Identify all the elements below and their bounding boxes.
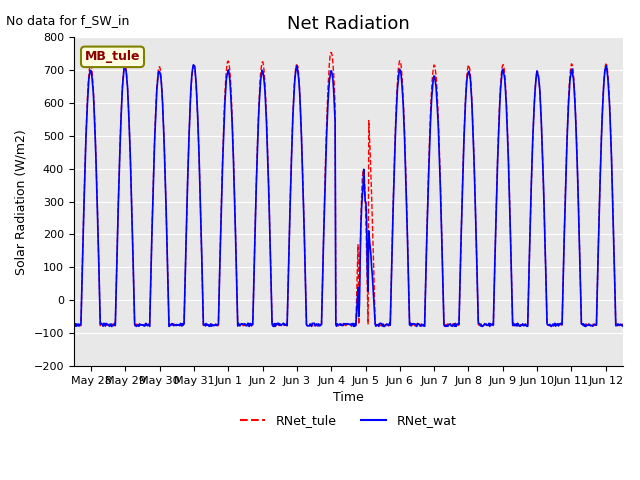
RNet_tule: [236, 322, 243, 328]
RNet_tule: [327, 49, 335, 55]
RNet_tule: [619, 321, 627, 327]
RNet_wat: [70, 323, 77, 328]
Legend: RNet_tule, RNet_wat: RNet_tule, RNet_wat: [236, 409, 461, 432]
RNet_tule: [262, 111, 270, 117]
RNet_wat: [264, 159, 271, 165]
RNet_wat: [189, 62, 197, 68]
X-axis label: Time: Time: [333, 391, 364, 404]
RNet_tule: [406, 321, 413, 327]
RNet_wat: [135, 324, 143, 329]
RNet_wat: [237, 322, 244, 328]
RNet_wat: [285, 263, 292, 269]
RNet_tule: [406, 323, 414, 329]
RNet_wat: [619, 323, 627, 329]
Line: RNet_tule: RNet_tule: [74, 52, 623, 326]
Y-axis label: Solar Radiation (W/m2): Solar Radiation (W/m2): [15, 129, 28, 275]
Line: RNet_wat: RNet_wat: [74, 65, 623, 326]
Text: MB_tule: MB_tule: [84, 50, 140, 63]
RNet_tule: [70, 322, 77, 328]
RNet_wat: [406, 321, 414, 326]
RNet_tule: [437, 205, 445, 211]
RNet_tule: [284, 322, 291, 327]
Text: No data for f_SW_in: No data for f_SW_in: [6, 14, 130, 27]
RNet_wat: [437, 210, 445, 216]
RNet_wat: [108, 324, 116, 329]
Title: Net Radiation: Net Radiation: [287, 15, 410, 33]
RNet_tule: [134, 323, 142, 328]
